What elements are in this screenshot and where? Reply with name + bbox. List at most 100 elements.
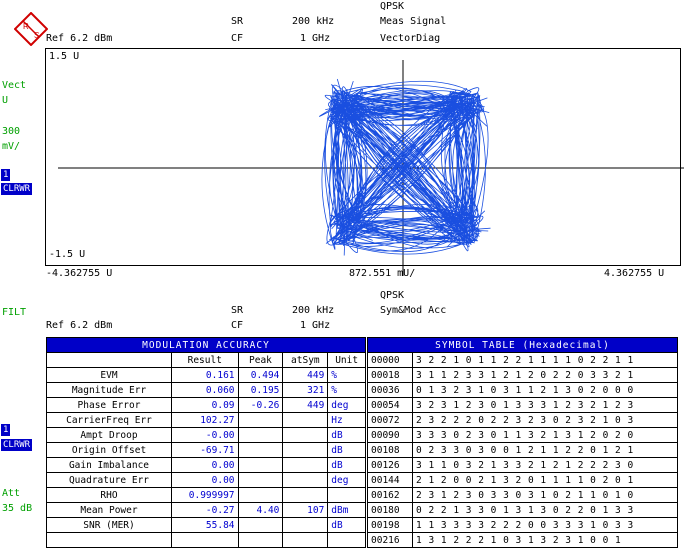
symbol-row-values: 3 2 2 1 0 1 1 2 2 1 1 1 1 0 2 2 1 1: [412, 352, 678, 368]
constellation-spike: [329, 229, 346, 241]
x-div-label: 872.551 mU/: [349, 268, 416, 279]
mod-row-peak: [237, 517, 284, 533]
symbol-row-address: 00036: [367, 382, 413, 398]
mod-row-result: 102.27: [171, 412, 239, 428]
mod-row-unit: dB: [327, 442, 366, 458]
constellation-spike: [464, 220, 472, 231]
mod-accuracy-row: Ampt Droop -0.00 dB: [46, 427, 366, 443]
constellation-spike: [344, 229, 351, 240]
bottom-view: Sym&Mod Acc: [380, 305, 447, 316]
mod-row-peak: [237, 442, 284, 458]
constellation-spike: [344, 229, 373, 241]
bottom-sr-value: 200 kHz: [292, 305, 335, 316]
mod-row-atsym: [282, 487, 329, 503]
mod-row-label: Magnitude Err: [46, 382, 172, 398]
unit-label: U: [2, 95, 9, 106]
mod-header-unit: Unit: [327, 352, 366, 368]
constellation-spike: [341, 211, 346, 231]
bottom-cf-label: CF: [231, 320, 244, 331]
constellation-spike: [344, 105, 364, 131]
mod-row-unit: Hz: [327, 412, 366, 428]
mod-row-peak: [237, 532, 284, 548]
symbol-table-title: SYMBOL TABLE (Hexadecimal): [367, 337, 678, 353]
mod-row-atsym: [282, 532, 329, 548]
mod-row-atsym: 449: [282, 367, 329, 383]
constellation-spike: [464, 213, 467, 231]
mod-row-unit: [327, 487, 366, 503]
top-sr-value: 200 kHz: [292, 16, 335, 27]
symbol-row: 00036 0 1 3 2 3 1 0 3 1 1 2 1 3 0 2 0 0 0: [367, 382, 678, 398]
mod-header-result: Result: [171, 352, 239, 368]
mod-row-result: -0.27: [171, 502, 239, 518]
mod-row-atsym: 321: [282, 382, 329, 398]
symbol-row-values: 1 3 1 2 2 2 1 0 3 1 3 2 3 1 0 0 1: [412, 532, 678, 548]
mod-row-result: 0.060: [171, 382, 239, 398]
mod-row-unit: %: [327, 367, 366, 383]
rs-logo-icon: R S: [13, 11, 49, 47]
mod-row-atsym: [282, 427, 329, 443]
constellation-spike: [345, 228, 356, 231]
x-max-label: 4.362755 U: [604, 268, 665, 279]
constellation-spike: [344, 105, 347, 126]
rs-logo: R S: [2, 1, 49, 47]
symbol-row-values: 2 1 2 0 0 2 1 3 2 0 1 1 1 1 0 2 0 1: [412, 472, 678, 488]
mod-row-unit: dB: [327, 427, 366, 443]
symbol-row: 00018 3 1 1 2 3 3 1 2 1 2 0 2 2 0 3 3 2 1: [367, 367, 678, 383]
trace2-mode-badge[interactable]: CLRWR: [1, 439, 33, 451]
symbol-row-address: 00072: [367, 412, 413, 428]
symbol-row: 00162 2 3 1 2 3 0 3 3 0 3 1 0 2 1 1 0 1 0: [367, 487, 678, 503]
mod-row-unit: dB: [327, 517, 366, 533]
mod-row-unit: deg: [327, 397, 366, 413]
mod-row-atsym: [282, 412, 329, 428]
symbol-row: 00144 2 1 2 0 0 2 1 3 2 0 1 1 1 1 0 2 0 1: [367, 472, 678, 488]
mod-row-result: -0.00: [171, 427, 239, 443]
trace-mode-badge[interactable]: CLRWR: [1, 183, 33, 195]
constellation-spike: [336, 78, 346, 107]
constellation-spike: [461, 105, 466, 126]
constellation-spike: [465, 105, 485, 108]
mod-accuracy-rows: EVM 0.161 0.494 449% Magnitude Err 0.060 0.195…: [46, 367, 366, 548]
mod-row-peak: [237, 412, 284, 428]
mod-row-unit: deg: [327, 472, 366, 488]
top-ref: Ref 6.2 dBm: [46, 33, 113, 44]
mod-row-peak: [237, 472, 284, 488]
mod-row-peak: 0.494: [237, 367, 284, 383]
constellation-spike: [339, 220, 346, 231]
mod-row-unit: [327, 532, 366, 548]
mod-row-label: Quadrature Err: [46, 472, 172, 488]
vector-diagram: 1.5 U -1.5 U: [45, 48, 684, 276]
bottom-sr-label: SR: [231, 305, 244, 316]
trace-number-badge[interactable]: 1: [1, 169, 11, 181]
mod-row-label: [46, 532, 172, 548]
trace2-number-badge[interactable]: 1: [1, 424, 11, 436]
constellation-spike: [465, 227, 491, 231]
top-view: VectorDiag: [380, 33, 441, 44]
mod-header-atsym: atSym: [282, 352, 329, 368]
bottom-ref: Ref 6.2 dBm: [46, 320, 113, 331]
mod-accuracy-row: EVM 0.161 0.494 449%: [46, 367, 366, 383]
constellation-spike: [464, 99, 482, 107]
mod-accuracy-row: Origin Offset -69.71 dB: [46, 442, 366, 458]
mod-accuracy-row: SNR (MER) 55.84 dB: [46, 517, 366, 533]
vect-label: Vect: [2, 80, 27, 91]
symbol-row-address: 00018: [367, 367, 413, 383]
bottom-mode: QPSK: [380, 290, 405, 301]
vector-plot-svg: [58, 60, 684, 276]
symbol-row-values: 3 3 3 0 2 3 0 1 1 3 2 1 3 1 2 0 2 0: [412, 427, 678, 443]
mod-row-peak: 0.195: [237, 382, 284, 398]
symbol-row-address: 00090: [367, 427, 413, 443]
mod-accuracy-row: [46, 532, 366, 548]
constellation-spike: [464, 201, 475, 231]
symbol-row: 00216 1 3 1 2 2 2 1 0 3 1 3 2 3 1 0 0 1: [367, 532, 678, 548]
mod-row-result: 0.09: [171, 397, 239, 413]
symbol-row-values: 0 1 3 2 3 1 0 3 1 1 2 1 3 0 2 0 0 0: [412, 382, 678, 398]
symbol-row-values: 3 1 1 2 3 3 1 2 1 2 0 2 2 0 3 3 2 1: [412, 367, 678, 383]
constellation-spike: [459, 204, 466, 231]
mod-accuracy-row: RHO 0.999997: [46, 487, 366, 503]
symbol-table-rows: 00000 3 2 2 1 0 1 1 2 2 1 1 1 1 0 2 2 1 1…: [367, 352, 678, 548]
constellation-spike: [344, 105, 365, 114]
att-value: 35 dB: [2, 503, 33, 514]
mod-header-peak: Peak: [237, 352, 284, 368]
att-label: Att: [2, 488, 21, 499]
symbol-row: 00126 3 1 1 0 3 2 1 3 3 2 1 2 1 2 2 2 3 0: [367, 457, 678, 473]
